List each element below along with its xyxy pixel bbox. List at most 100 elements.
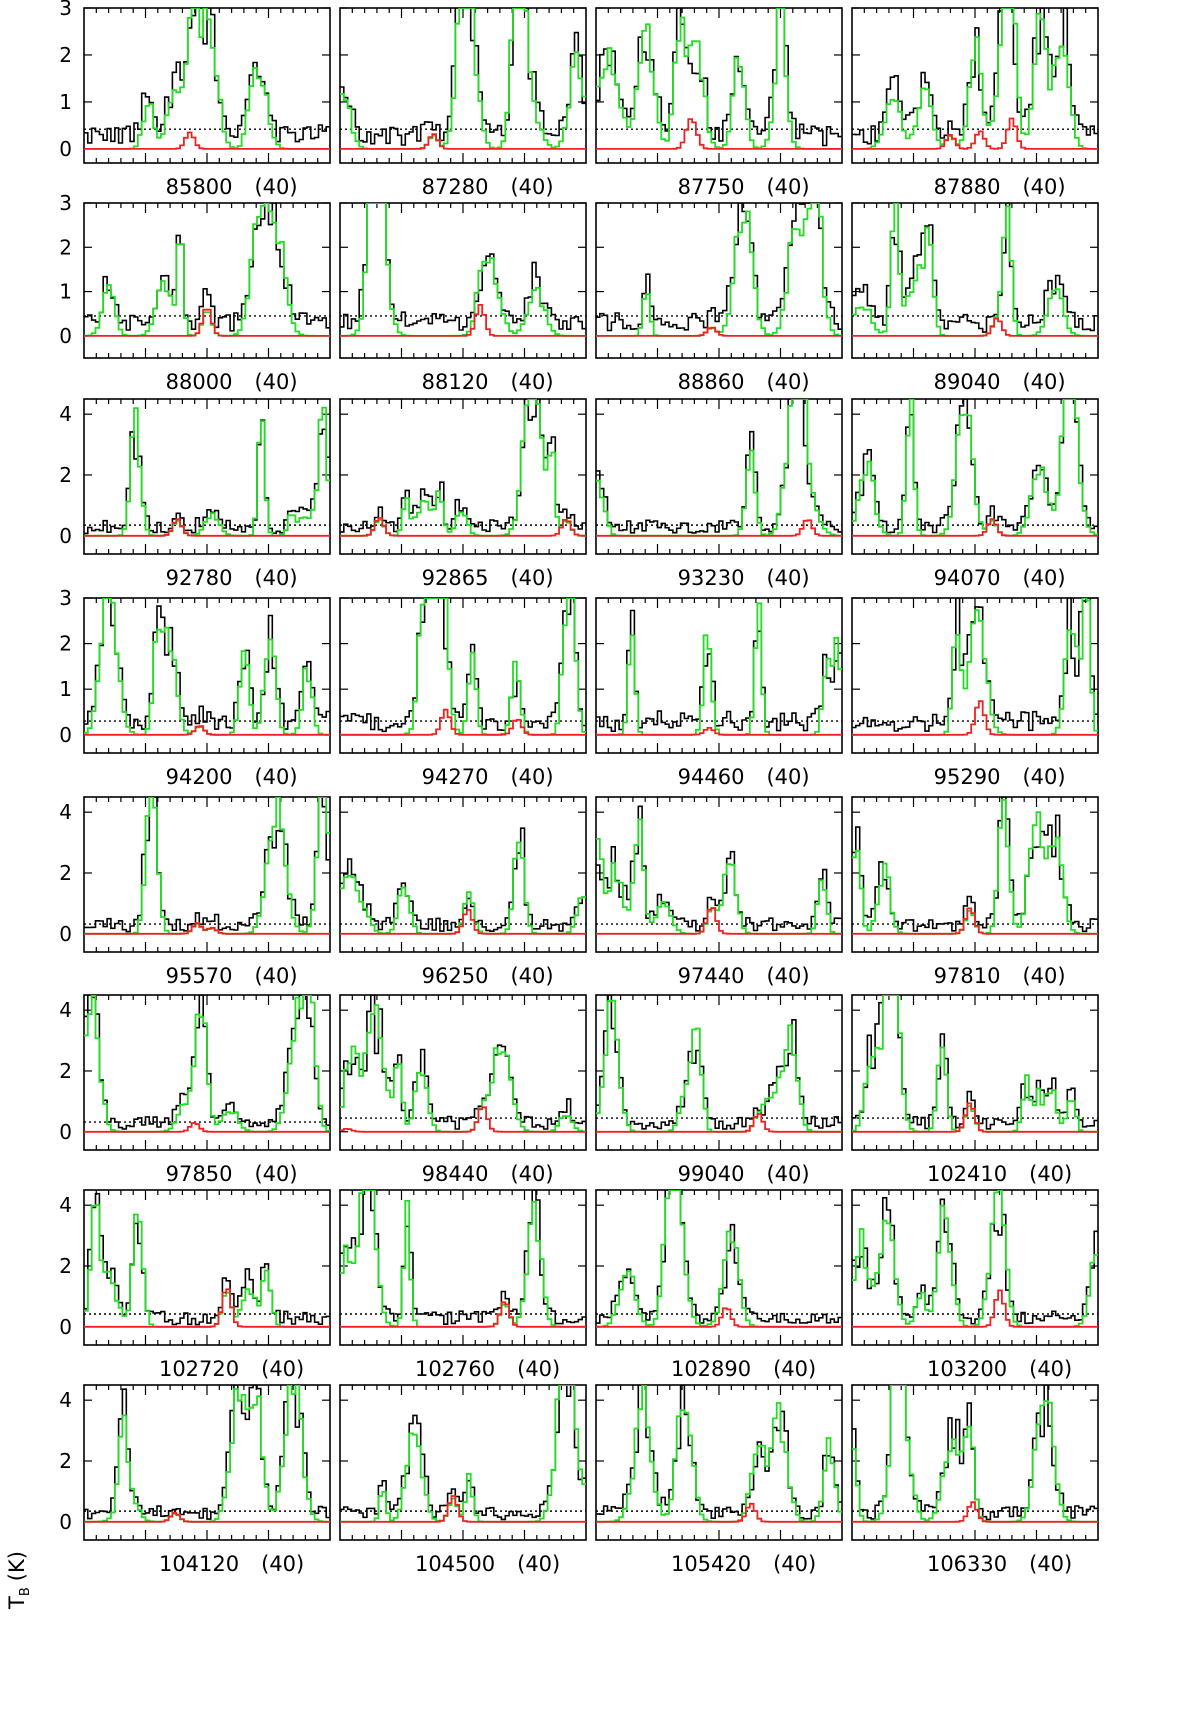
panel-caption: 87280 (40) xyxy=(422,175,554,199)
panel-frequency: 87750 xyxy=(678,175,745,199)
panel-plot-area xyxy=(852,1190,1098,1328)
model-molecule xyxy=(852,700,1098,736)
panel-channel-width: (40) xyxy=(510,175,553,199)
model-all-species xyxy=(596,399,842,537)
spectrum-panel: 0 2 4 92780 (40) xyxy=(59,398,331,590)
model-all-species xyxy=(340,8,586,150)
model-molecule xyxy=(84,308,330,337)
panel-frame xyxy=(339,7,587,164)
panel-channel-width: (40) xyxy=(1022,566,1065,590)
model-molecule xyxy=(340,909,586,935)
model-all-species xyxy=(852,8,1098,150)
panel-caption: 87750 (40) xyxy=(678,175,810,199)
panel-frame xyxy=(339,398,587,555)
y-axis-unit: (K) xyxy=(5,1551,29,1581)
model-molecule xyxy=(852,317,1098,337)
panel-plot-area xyxy=(340,598,586,736)
model-molecule xyxy=(852,1501,1098,1523)
panel-channel-width: (40) xyxy=(766,765,809,789)
model-molecule xyxy=(84,1511,330,1523)
panel-channel-width: (40) xyxy=(510,566,553,590)
y-tick-label: 0 xyxy=(59,1315,72,1339)
model-molecule xyxy=(84,1288,330,1328)
panel-channel-width: (40) xyxy=(254,1162,297,1186)
spectrum-panel: 102760 (40) xyxy=(339,1189,587,1381)
panel-caption: 94070 (40) xyxy=(934,566,1066,590)
observed-spectrum xyxy=(852,203,1098,333)
spectrum-panel: 96250 (40) xyxy=(339,796,587,988)
observed-spectrum xyxy=(84,1192,330,1326)
panel-plot-area xyxy=(340,827,586,935)
observed-spectrum xyxy=(596,399,842,534)
spectrum-panel: 104500 (40) xyxy=(339,1384,587,1576)
panel-frequency: 102720 xyxy=(159,1357,239,1381)
observed-spectrum xyxy=(596,203,842,332)
panel-plot-area xyxy=(852,8,1098,150)
panel-frequency: 97850 xyxy=(166,1162,233,1186)
model-molecule xyxy=(340,304,586,337)
panel-frequency: 102410 xyxy=(927,1162,1007,1186)
model-all-species xyxy=(596,1190,842,1328)
spectrum-panel: 97440 (40) xyxy=(595,796,843,988)
model-molecule xyxy=(340,517,586,537)
panel-caption: 97810 (40) xyxy=(934,964,1066,988)
panel-caption: 94460 (40) xyxy=(678,765,810,789)
panel-caption: 102410 (40) xyxy=(927,1162,1072,1186)
panel-frequency: 89040 xyxy=(934,370,1001,394)
panel-plot-area xyxy=(340,399,586,537)
panel-plot-area xyxy=(596,805,842,935)
panel-channel-width: (40) xyxy=(254,175,297,199)
panel-channel-width: (40) xyxy=(254,566,297,590)
spectrum-panel: 0 2 4 95570 (40) xyxy=(59,796,331,988)
spectrum-panel: 106330 (40) xyxy=(851,1384,1099,1576)
spectrum-panel: 88860 (40) xyxy=(595,202,843,394)
y-axis-title: TB (K) xyxy=(5,1551,33,1610)
y-tick-label: 0 xyxy=(59,1510,72,1534)
panel-caption: 105420 (40) xyxy=(671,1552,816,1576)
panel-channel-width: (40) xyxy=(261,1357,304,1381)
observed-spectrum xyxy=(84,797,330,933)
panel-frequency: 106330 xyxy=(927,1552,1007,1576)
panel-caption: 94270 (40) xyxy=(422,765,554,789)
observed-spectrum xyxy=(84,1385,330,1520)
panel-frequency: 97810 xyxy=(934,964,1001,988)
model-molecule xyxy=(340,1301,586,1328)
spectrum-panel: 0 1 2 3 88000 (40) xyxy=(59,191,331,394)
panel-caption: 104500 (40) xyxy=(415,1552,560,1576)
panel-grid: 0 1 2 3 85800 (40) 87280 (40) 87750 (40) 87880 (40)… xyxy=(59,0,1099,1576)
panel-plot-area xyxy=(340,203,586,337)
spectrum-panel: 102410 (40) xyxy=(851,994,1099,1186)
y-tick-label: 2 xyxy=(59,463,72,487)
panel-caption: 87880 (40) xyxy=(934,175,1066,199)
panel-frequency: 93230 xyxy=(678,566,745,590)
model-all-species xyxy=(852,399,1098,537)
model-molecule xyxy=(596,326,842,337)
observed-spectrum xyxy=(852,797,1098,933)
panel-frequency: 94270 xyxy=(422,765,489,789)
spectrum-panel: 92865 (40) xyxy=(339,398,587,590)
panel-channel-width: (40) xyxy=(766,1162,809,1186)
panel-channel-width: (40) xyxy=(254,765,297,789)
panel-plot-area xyxy=(596,1385,842,1523)
observed-spectrum xyxy=(84,8,330,144)
panel-frame xyxy=(851,202,1099,359)
panel-frequency: 87880 xyxy=(934,175,1001,199)
panel-frequency: 85800 xyxy=(166,175,233,199)
panel-plot-area xyxy=(84,1192,330,1328)
observed-spectrum xyxy=(340,598,586,733)
model-molecule xyxy=(340,133,586,150)
model-all-species xyxy=(596,203,842,337)
y-tick-label: 2 xyxy=(59,235,72,259)
observed-spectrum xyxy=(340,203,586,331)
panel-frequency: 94070 xyxy=(934,566,1001,590)
observed-spectrum xyxy=(84,419,330,535)
model-molecule xyxy=(852,907,1098,935)
panel-caption: 95290 (40) xyxy=(934,765,1066,789)
y-tick-label: 4 xyxy=(59,1388,72,1412)
spectrum-panel: 88120 (40) xyxy=(339,202,587,394)
panel-channel-width: (40) xyxy=(517,1552,560,1576)
model-all-species xyxy=(84,1385,330,1523)
panel-caption: 104120 (40) xyxy=(159,1552,304,1576)
observed-spectrum xyxy=(596,8,842,147)
y-axis-subscript: B xyxy=(18,1587,33,1596)
